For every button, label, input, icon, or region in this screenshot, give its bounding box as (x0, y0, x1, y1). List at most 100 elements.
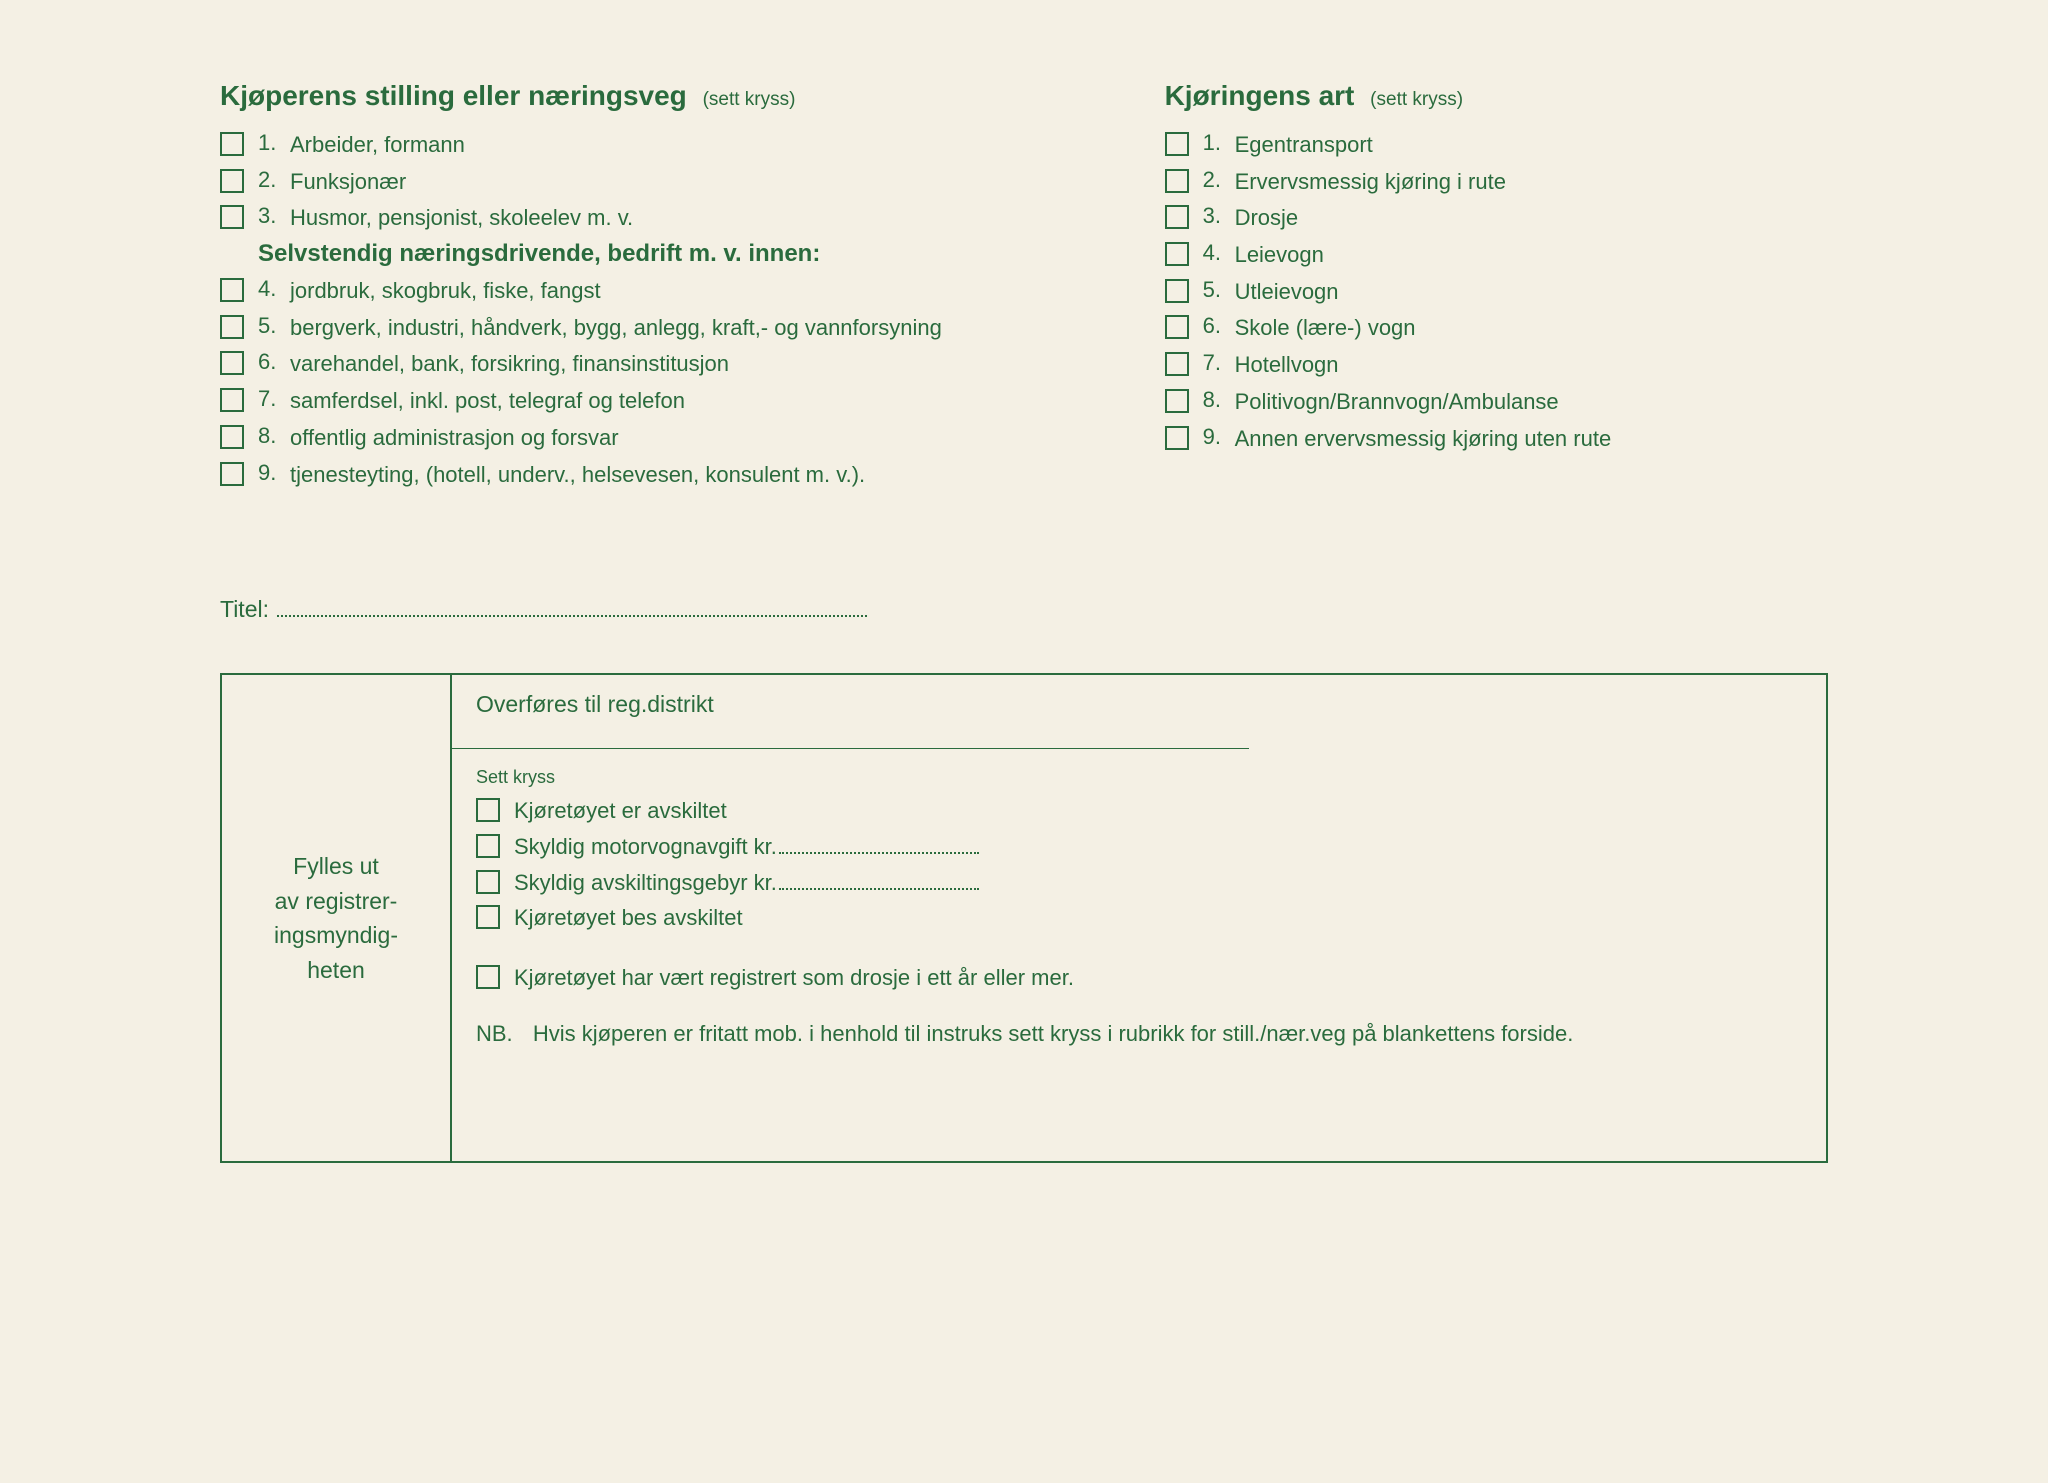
checklist-item: 8.offentlig administrasjon og forsvar (220, 423, 1105, 453)
reg-right-content: Overføres til reg.distrikt Sett kryss Kj… (452, 675, 1826, 1161)
checklist-item: 7. Hotellvogn (1165, 350, 1828, 380)
left-section-title: Kjøperens stilling eller næringsveg (set… (220, 80, 1105, 112)
item-number: 4. (258, 276, 282, 302)
checkbox[interactable] (220, 205, 244, 229)
left-items-a: 1.Arbeider, formann 2.Funksjonær 3. Husmor,… (220, 130, 1105, 233)
item-number: 7. (1203, 350, 1227, 376)
right-section-title: Kjøringens art (sett kryss) (1165, 80, 1828, 112)
checkbox[interactable] (1165, 315, 1189, 339)
checklist-item: 5. bergverk, industri, håndverk, bygg, an… (220, 313, 1105, 343)
left-title-text: Kjøperens stilling eller næringsveg (220, 80, 687, 111)
checkbox[interactable] (220, 169, 244, 193)
reg-left-caption: Fylles utav registrer-ingsmyndig-heten (222, 675, 452, 1161)
checklist-item: 4.jordbruk, skogbruk, fiske, fangst (220, 276, 1105, 306)
item-label: Utleievogn (1235, 277, 1828, 307)
checkbox[interactable] (220, 351, 244, 375)
title-label: Titel: (220, 596, 269, 623)
content-area: Kjøperens stilling eller næringsveg (set… (40, 60, 2008, 1183)
nb-text: Hvis kjøperen er fritatt mob. i henhold … (533, 1021, 1574, 1046)
checkbox[interactable] (220, 425, 244, 449)
spacer (476, 939, 1802, 963)
reg-item-label: Kjøretøyet bes avskiltet (514, 903, 1802, 933)
item-number: 5. (1203, 277, 1227, 303)
title-dotted-line[interactable] (277, 615, 867, 617)
checklist-item: 5. Utleievogn (1165, 277, 1828, 307)
item-label: tjenesteyting, (hotell, underv., helseve… (290, 460, 1105, 490)
reg-check-item: Kjøretøyet bes avskiltet (476, 903, 1802, 933)
item-number: 7. (258, 386, 282, 412)
checklist-item: 8.Politivogn/Brannvogn/Ambulanse (1165, 387, 1828, 417)
left-hint: (sett kryss) (703, 89, 796, 110)
checkbox[interactable] (1165, 132, 1189, 156)
document-page: Kjøperens stilling eller næringsveg (set… (0, 0, 2048, 1483)
checkbox[interactable] (476, 798, 500, 822)
checkbox[interactable] (1165, 205, 1189, 229)
checkbox[interactable] (1165, 352, 1189, 376)
item-number: 9. (258, 460, 282, 486)
checkbox[interactable] (1165, 426, 1189, 450)
checkbox[interactable] (220, 132, 244, 156)
dotted-fill-line[interactable] (779, 852, 979, 854)
right-items: 1.Egentransport2.Ervervsmessig kjøring i… (1165, 130, 1828, 453)
item-label: Ervervsmessig kjøring i rute (1235, 167, 1828, 197)
item-label: Leievogn (1235, 240, 1828, 270)
checkbox[interactable] (1165, 279, 1189, 303)
two-columns: Kjøperens stilling eller næringsveg (set… (220, 80, 1828, 496)
reg-checklist: Sett kryss Kjøretøyet er avskiltet Skyldi… (452, 749, 1826, 1008)
item-label: varehandel, bank, forsikring, finansinst… (290, 349, 1105, 379)
item-label: Egentransport (1235, 130, 1828, 160)
reg-check-item: Kjøretøyet er avskiltet (476, 796, 1802, 826)
item-label: Hotellvogn (1235, 350, 1828, 380)
left-column: Kjøperens stilling eller næringsveg (set… (220, 80, 1105, 496)
checkbox[interactable] (220, 388, 244, 412)
item-label: Funksjonær (290, 167, 1105, 197)
item-number: 3. (1203, 203, 1227, 229)
checkbox[interactable] (476, 905, 500, 929)
item-number: 3. (258, 203, 282, 229)
item-number: 6. (1203, 313, 1227, 339)
checkbox[interactable] (1165, 169, 1189, 193)
reg-left-text-content: Fylles utav registrer-ingsmyndig-heten (274, 849, 398, 987)
reg-item-label: Kjøretøyet er avskiltet (514, 796, 1802, 826)
dotted-fill-line[interactable] (779, 888, 979, 890)
item-label: Skole (lære-) vogn (1235, 313, 1828, 343)
checkbox[interactable] (476, 834, 500, 858)
checkbox[interactable] (476, 965, 500, 989)
reg-check-item: Skyldig motorvognavgift kr. (476, 832, 1802, 862)
checklist-item: 3. Husmor, pensjonist, skoleelev m. v. (220, 203, 1105, 233)
right-title-text: Kjøringens art (1165, 80, 1355, 111)
checklist-item: 7.samferdsel, inkl. post, telegraf og te… (220, 386, 1105, 416)
subheading: Selvstendig næringsdrivende, bedrift m. … (258, 240, 1105, 268)
sett-kryss-label: Sett kryss (476, 767, 1802, 788)
reg-item-label: Skyldig motorvognavgift kr. (514, 832, 1802, 862)
item-label: Husmor, pensjonist, skoleelev m. v. (290, 203, 1105, 233)
checkbox[interactable] (1165, 242, 1189, 266)
checkbox[interactable] (220, 315, 244, 339)
checkbox[interactable] (220, 278, 244, 302)
checkbox[interactable] (220, 462, 244, 486)
item-label: Arbeider, formann (290, 130, 1105, 160)
reg-top-row: Overføres til reg.distrikt (452, 675, 1826, 748)
item-number: 9. (1203, 424, 1227, 450)
checklist-item: 9. Annen ervervsmessig kjøring uten rute (1165, 424, 1828, 454)
item-label: offentlig administrasjon og forsvar (290, 423, 1105, 453)
item-label: Politivogn/Brannvogn/Ambulanse (1235, 387, 1828, 417)
right-column: Kjøringens art (sett kryss) 1.Egentransp… (1165, 80, 1828, 496)
item-label: Annen ervervsmessig kjøring uten rute (1235, 424, 1828, 454)
reg-last-check-label: Kjøretøyet har vært registrert som drosj… (514, 963, 1802, 993)
item-number: 5. (258, 313, 282, 339)
checklist-item: 6. varehandel, bank, forsikring, finansin… (220, 349, 1105, 379)
checklist-item: 2.Funksjonær (220, 167, 1105, 197)
item-label: bergverk, industri, håndverk, bygg, anle… (290, 313, 1105, 343)
item-number: 6. (258, 349, 282, 375)
left-items-b: 4.jordbruk, skogbruk, fiske, fangst 5. ber… (220, 276, 1105, 489)
nb-row: NB. Hvis kjøperen er fritatt mob. i henh… (452, 1009, 1826, 1074)
title-field-line: Titel: (220, 596, 1828, 623)
checklist-item: 1.Arbeider, formann (220, 130, 1105, 160)
checklist-item: 4.Leievogn (1165, 240, 1828, 270)
checklist-item: 2.Ervervsmessig kjøring i rute (1165, 167, 1828, 197)
checkbox[interactable] (1165, 389, 1189, 413)
item-label: Drosje (1235, 203, 1828, 233)
nb-label: NB. (476, 1019, 513, 1050)
checkbox[interactable] (476, 870, 500, 894)
